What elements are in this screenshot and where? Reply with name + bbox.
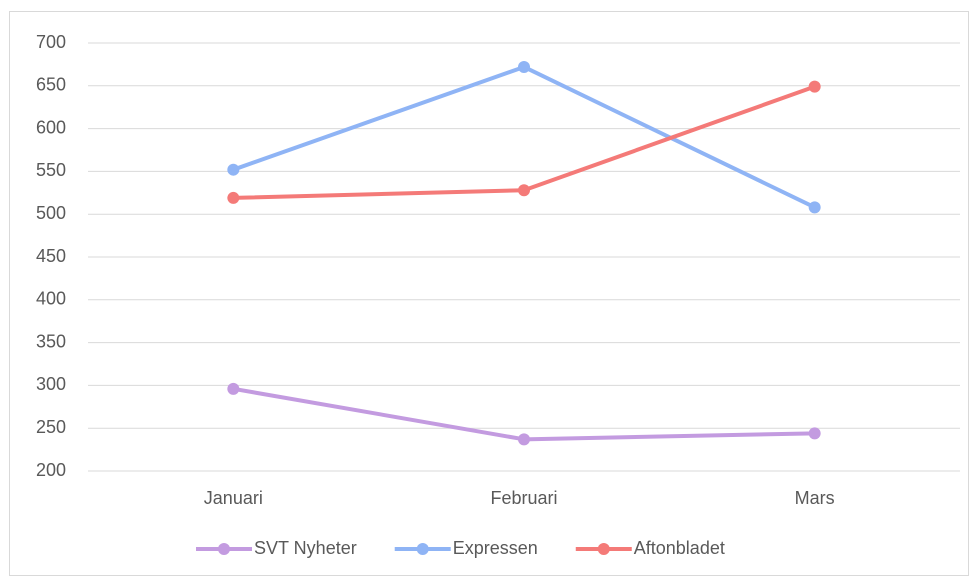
data-point — [518, 60, 530, 73]
x-tick-label: Februari — [490, 488, 557, 508]
y-tick-label: 400 — [36, 289, 66, 309]
legend-label: Expressen — [453, 538, 538, 558]
legend-label: Aftonbladet — [634, 538, 725, 558]
y-tick-label: 500 — [36, 203, 66, 223]
data-point — [518, 433, 530, 446]
data-point — [518, 184, 530, 197]
data-point — [227, 163, 240, 176]
y-tick-label: 550 — [36, 160, 66, 180]
data-point — [808, 427, 821, 440]
legend-label: SVT Nyheter — [254, 538, 357, 558]
x-tick-label: Januari — [204, 488, 263, 508]
legend-marker — [218, 543, 230, 555]
y-tick-label: 700 — [36, 32, 66, 52]
y-tick-label: 200 — [36, 460, 66, 480]
y-tick-label: 650 — [36, 75, 66, 95]
data-point — [227, 191, 240, 204]
x-tick-label: Mars — [795, 488, 835, 508]
y-tick-label: 300 — [36, 374, 66, 394]
data-point — [808, 201, 821, 214]
y-tick-label: 350 — [36, 331, 66, 351]
y-tick-label: 450 — [36, 246, 66, 266]
legend-marker — [597, 543, 610, 555]
data-point — [227, 382, 240, 395]
y-tick-label: 250 — [36, 417, 66, 437]
data-point — [808, 80, 821, 93]
y-tick-label: 600 — [36, 117, 66, 137]
legend-marker — [416, 543, 429, 555]
chart-frame — [9, 11, 969, 576]
